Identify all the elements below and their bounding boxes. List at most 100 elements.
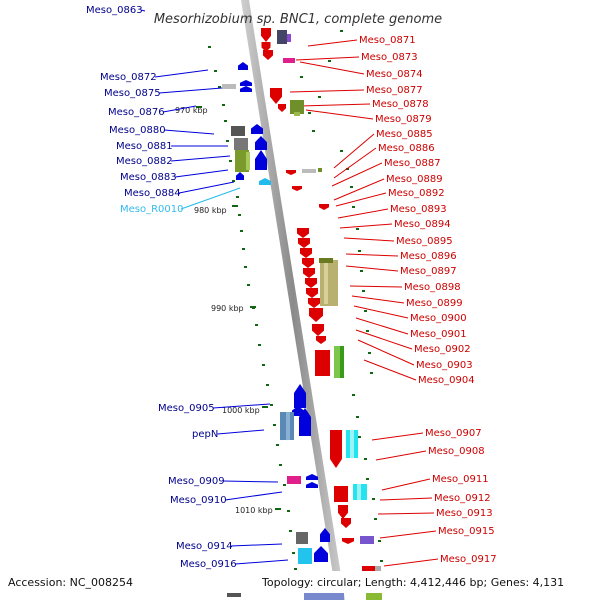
scale-tick <box>378 540 381 542</box>
gene-reverse <box>292 186 302 191</box>
leader-line <box>333 178 385 201</box>
gene-feature <box>302 169 316 173</box>
leader-line <box>337 208 389 219</box>
gene-reverse <box>362 566 376 571</box>
gene-reverse <box>261 28 271 42</box>
scale-tick <box>362 290 365 292</box>
gene-reverse <box>319 204 329 210</box>
leader-line <box>179 181 235 194</box>
gene-label: Meso_0863 <box>86 5 143 16</box>
footer-band <box>0 571 600 593</box>
leader-line <box>164 129 215 135</box>
gene-label: Meso_R0010 <box>120 204 184 215</box>
right-leader-lines <box>289 39 439 567</box>
gene-label: Meso_0916 <box>180 559 237 570</box>
leader-line <box>345 253 399 257</box>
scale-tick <box>258 344 261 346</box>
gene-feature <box>350 430 354 458</box>
gene-feature <box>283 58 295 63</box>
scale-tick <box>294 568 297 570</box>
gene-label: Meso_0873 <box>361 52 418 63</box>
gene-feature <box>357 484 361 500</box>
scale-tick <box>273 424 276 426</box>
rna-feature <box>259 178 271 185</box>
scale-tick <box>380 560 383 562</box>
gene-label: Meso_0911 <box>432 474 489 485</box>
gene-label: Meso_0879 <box>375 114 432 125</box>
gene-reverse <box>309 308 323 322</box>
scale-tick <box>356 228 359 230</box>
scale-major-tick <box>250 306 256 308</box>
gene-forward <box>236 172 244 180</box>
scale-labels: 970 kbp 980 kbp 990 kbp 1000 kbp 1010 kbp <box>175 106 281 515</box>
leader-line <box>333 133 375 169</box>
scale-tick <box>289 530 292 532</box>
gene-reverse <box>342 538 354 544</box>
gene-label: Meso_0872 <box>100 72 157 83</box>
gene-feature <box>320 260 338 306</box>
gene-reverse <box>338 505 348 519</box>
scale-tick <box>229 160 232 162</box>
leader-line <box>357 339 415 366</box>
gene-label: Meso_0901 <box>410 329 467 340</box>
gene-reverse <box>303 268 315 278</box>
leader-line <box>163 105 197 113</box>
gene-label: Meso_0904 <box>418 375 475 386</box>
gene-forward <box>240 86 252 92</box>
leader-line <box>225 491 283 501</box>
gene-label: Meso_0909 <box>168 476 225 487</box>
gene-label: Meso_0878 <box>372 99 429 110</box>
leader-line <box>155 69 209 78</box>
scale-tick <box>340 30 343 32</box>
leader-line <box>159 87 223 94</box>
scale-tick <box>232 180 235 182</box>
gene-reverse <box>278 104 286 112</box>
gene-reverse <box>341 518 351 528</box>
gene-label: Meso_0903 <box>416 360 473 371</box>
scale-tick <box>240 230 243 232</box>
right-gene-labels: Meso_0871 Meso_0873 Meso_0874 Meso_0877 Meso… <box>359 35 497 565</box>
gene-feature <box>319 258 333 263</box>
gene-label: Meso_0893 <box>390 204 447 215</box>
leader-line <box>289 89 365 93</box>
scale-tick <box>312 130 315 132</box>
leader-line <box>343 237 395 242</box>
gene-label: Meso_0907 <box>425 428 482 439</box>
leader-line <box>213 403 271 409</box>
gene-label: Meso_0877 <box>366 85 423 96</box>
leader-line <box>217 429 265 435</box>
gene-forward <box>314 546 328 562</box>
gene-feature <box>294 112 300 116</box>
gene-feature <box>296 532 308 544</box>
gene-label: Meso_0913 <box>436 508 493 519</box>
scale-tick <box>222 104 225 106</box>
scale-tick <box>270 404 273 406</box>
scale-tick <box>279 464 282 466</box>
gene-label: Meso_0897 <box>400 266 457 277</box>
scale-tick <box>364 310 367 312</box>
gene-reverse <box>308 298 320 308</box>
gene-label: Meso_0881 <box>116 141 173 152</box>
scale-label: 1010 kbp <box>235 506 273 515</box>
leader-line <box>223 480 279 483</box>
gene-label: Meso_0889 <box>386 174 443 185</box>
leader-line <box>235 559 289 565</box>
gene-feature <box>277 30 287 44</box>
scale-tick <box>358 436 361 438</box>
leader-line <box>355 329 413 350</box>
gene-reverse <box>315 350 330 376</box>
gene-forward <box>294 384 306 408</box>
gene-label: pepN <box>192 429 218 440</box>
gene-feature <box>246 152 250 170</box>
gene-label: Meso_0874 <box>366 69 423 80</box>
gene-feature <box>287 476 301 484</box>
gene-forward <box>320 528 330 542</box>
gene-feature <box>286 412 290 440</box>
scale-tick <box>283 484 286 486</box>
scale-tick <box>242 248 245 250</box>
leader-line <box>363 359 417 381</box>
gene-forward <box>238 62 248 70</box>
gene-label: Meso_0876 <box>108 107 165 118</box>
scale-tick <box>287 510 290 512</box>
